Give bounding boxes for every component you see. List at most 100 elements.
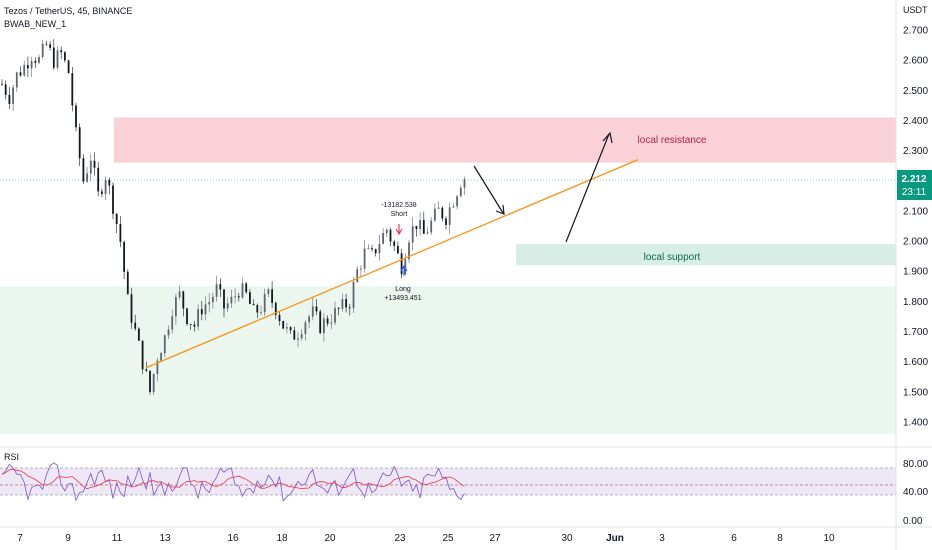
candle-body <box>267 289 270 295</box>
local-support-zone[interactable] <box>516 244 896 266</box>
candle-body <box>4 84 7 95</box>
candle-body <box>360 268 362 270</box>
candle-body <box>41 43 44 58</box>
time-tick-label: 6 <box>731 533 737 544</box>
candle-body <box>382 232 384 244</box>
candle-body <box>226 303 229 309</box>
candle-body <box>411 225 414 243</box>
time-tick-label: 20 <box>324 533 336 544</box>
currency-label: USDT <box>903 5 928 15</box>
candle-body <box>71 73 74 106</box>
candle-body <box>404 259 407 275</box>
candle-body <box>130 294 133 323</box>
candle-body <box>149 370 151 392</box>
rsi-tick-40: 40.00 <box>903 487 928 498</box>
candle-body <box>27 65 29 69</box>
candle-body <box>341 299 344 309</box>
price-tick-label: 1.600 <box>903 357 928 368</box>
candle-body <box>167 329 170 336</box>
candle-body <box>78 127 81 159</box>
candle-body <box>448 207 451 225</box>
down-arrow-annotation[interactable] <box>473 165 504 214</box>
candle-body <box>123 241 125 272</box>
candle-body <box>426 232 429 234</box>
candle-body <box>245 283 248 293</box>
long-value-label: +13493.451 <box>384 295 421 302</box>
candle-body <box>186 308 188 325</box>
candle-body <box>256 305 259 313</box>
candle-body <box>289 327 292 331</box>
candle-body <box>437 207 440 209</box>
candle-body <box>263 294 266 313</box>
candle-body <box>97 167 100 192</box>
candle-body <box>282 320 285 329</box>
last-price-value: 2.212 <box>901 174 926 185</box>
rsi-tick-80: 80.00 <box>903 459 928 470</box>
rsi-ma-line <box>1 468 465 490</box>
time-tick-label: 7 <box>17 533 23 544</box>
candle-body <box>208 302 211 305</box>
indicator-name[interactable]: BWAB_NEW_1 <box>4 19 67 29</box>
candle-body <box>204 304 207 315</box>
candle-body <box>160 353 162 361</box>
price-tick-label: 1.500 <box>903 387 928 398</box>
orange-trendline[interactable] <box>145 159 639 369</box>
countdown-value: 23:11 <box>902 187 927 198</box>
candle-body <box>182 291 185 309</box>
symbol-title[interactable]: Tezos / TetherUS, 45, BINANCE <box>4 6 133 16</box>
lower-range-zone[interactable] <box>0 286 896 435</box>
candle-body <box>271 289 273 303</box>
candle-body <box>15 72 18 88</box>
candle-body <box>56 50 59 68</box>
candle-body <box>363 248 366 269</box>
price-tick-label: 2.100 <box>903 206 928 217</box>
rsi-label: RSI <box>4 452 19 462</box>
candle-body <box>156 360 159 374</box>
short-arrow-icon <box>395 224 403 236</box>
time-tick-label: 16 <box>227 533 239 544</box>
candle-body <box>23 65 26 76</box>
candle-body <box>293 330 296 340</box>
price-tick-label: 2.600 <box>903 56 928 67</box>
local-support-label: local support <box>644 252 701 263</box>
candle-body <box>215 284 218 297</box>
candle-body <box>278 314 281 321</box>
candle-body <box>459 187 462 197</box>
candle-body <box>456 196 458 207</box>
candle-body <box>89 160 92 174</box>
price-tick-label: 1.800 <box>903 297 928 308</box>
candle-body <box>67 60 70 74</box>
price-axis[interactable]: 2.700 2.600 2.500 2.400 2.300 2.100 2.000 1.900… <box>903 26 928 429</box>
time-tick-label: 11 <box>112 533 123 544</box>
candle-body <box>75 105 77 128</box>
candle-body <box>415 225 418 230</box>
time-tick-label: 10 <box>823 533 835 544</box>
time-tick-label: 9 <box>65 533 71 544</box>
candle-body <box>193 324 196 327</box>
candle-body <box>101 191 103 194</box>
candle-body <box>93 160 96 168</box>
candle-body <box>82 158 85 182</box>
candle-body <box>223 289 225 309</box>
time-tick-label: 18 <box>276 533 288 544</box>
candle-body <box>178 291 181 298</box>
local-resistance-zone[interactable] <box>114 117 896 163</box>
rsi-tick-0: 0.00 <box>903 516 923 527</box>
candle-body <box>34 60 37 63</box>
candle-body <box>112 185 114 214</box>
candle-body <box>115 213 118 225</box>
candle-body <box>419 220 421 230</box>
local-resistance-label: local resistance <box>638 135 707 146</box>
candle-body <box>463 179 466 188</box>
candle-body <box>308 316 310 323</box>
candle-body <box>38 57 40 63</box>
candle-body <box>311 306 314 317</box>
up-arrow-head <box>602 131 613 144</box>
time-axis[interactable]: 7 9 11 13 16 18 20 23 25 27 30 Jun 3 6 8 10 <box>17 533 835 544</box>
up-arrow-annotation[interactable] <box>565 133 610 243</box>
candle-body <box>230 296 233 304</box>
time-tick-label: 3 <box>659 533 665 544</box>
candle-body <box>330 322 333 324</box>
candle-body <box>119 224 122 242</box>
